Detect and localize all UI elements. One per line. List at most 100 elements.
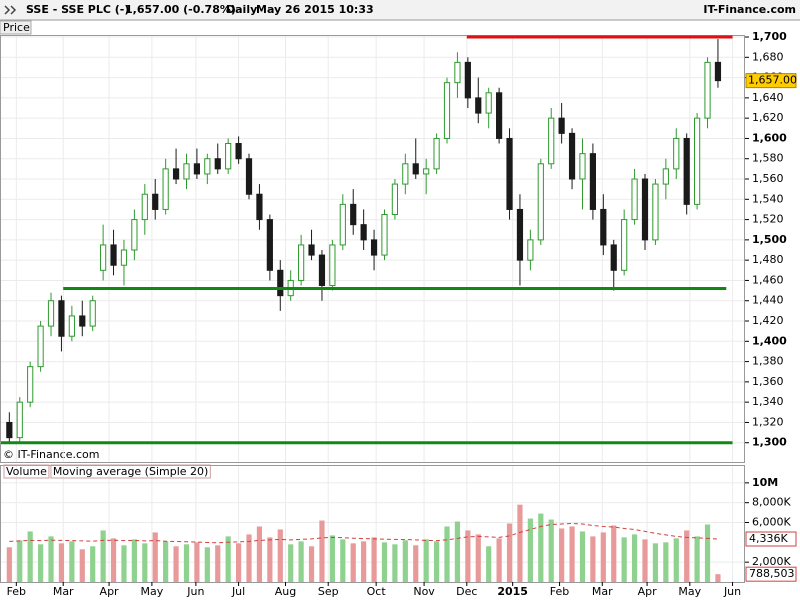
volume-bar <box>652 543 659 582</box>
volume-bar <box>288 544 294 582</box>
volume-bar <box>465 530 471 582</box>
legend-box <box>3 464 50 479</box>
candle-body <box>141 193 148 221</box>
volume-bar <box>69 541 75 582</box>
candle-body <box>683 137 690 205</box>
volume-bar <box>673 538 679 582</box>
tick-label: 1,380 <box>752 355 784 368</box>
volume-bar <box>486 546 492 582</box>
volume-bar <box>225 536 231 582</box>
volume-bar <box>79 549 85 582</box>
volume-bar <box>204 547 210 582</box>
tick-label: 1,440 <box>752 294 784 307</box>
volume-bar <box>611 525 617 582</box>
candle-body <box>600 208 607 246</box>
volume-bar <box>152 532 158 582</box>
volume-bar <box>17 540 23 582</box>
candle-body <box>214 158 221 170</box>
candle-body <box>162 168 169 210</box>
candle-body <box>245 158 253 195</box>
tick-label: Sep <box>318 585 339 598</box>
volume-bar <box>642 539 648 582</box>
volume-bar <box>37 544 44 582</box>
candle-body <box>79 315 86 327</box>
volume-bar <box>183 544 190 582</box>
volume-bar <box>527 518 533 582</box>
tick-label: Jun <box>723 585 741 598</box>
tick-label: Jul <box>231 585 245 598</box>
candle-body <box>16 401 23 439</box>
volume-bar <box>256 526 263 582</box>
candle-body <box>631 178 638 221</box>
tick-label: 1,300 <box>752 436 787 449</box>
candle-body <box>475 97 482 114</box>
volume-bar <box>246 534 252 582</box>
candle-body <box>537 163 544 241</box>
tick-label: 2015 <box>497 585 528 598</box>
candle-body <box>370 239 378 256</box>
volume-bar <box>392 544 398 582</box>
tick-label: 1,640 <box>752 91 784 104</box>
tick-label: Feb <box>7 585 26 598</box>
volume-bar <box>569 526 575 582</box>
candle-body <box>277 269 284 297</box>
candle-body <box>6 421 13 439</box>
candle-body <box>641 178 649 241</box>
candle-body <box>37 325 44 368</box>
candle-body <box>548 117 555 165</box>
volume-bar <box>131 539 137 582</box>
tick-label: 1,560 <box>752 172 784 185</box>
candle-body <box>402 163 409 185</box>
tick-label: 1,460 <box>752 273 784 286</box>
header: SSE - SSE PLC (-) 1,657.00 (-0.78%) Dail… <box>26 3 796 16</box>
volume-bar <box>496 538 502 582</box>
volume-bar <box>277 529 283 582</box>
tick-label: 6,000K <box>752 516 791 529</box>
candle-body <box>350 203 357 226</box>
tick-label: Feb <box>550 585 569 598</box>
candle-body <box>579 153 586 180</box>
volume-bar <box>517 504 523 582</box>
legend-box <box>50 464 211 479</box>
volume-bar <box>704 524 711 582</box>
candle-body <box>193 163 201 175</box>
tick-label: 1,620 <box>752 111 784 124</box>
candle-body <box>412 163 419 175</box>
volume-bar <box>6 547 12 582</box>
date: May 26 2015 10:33 <box>256 3 374 16</box>
tick-label: Apr <box>100 585 120 598</box>
tick-label: May <box>678 585 701 598</box>
candle-body <box>89 300 96 327</box>
candle-body <box>360 224 367 241</box>
tick-label: 1,540 <box>752 192 784 205</box>
last-price-box <box>745 73 797 89</box>
volume-bar <box>454 521 461 582</box>
candle-body <box>256 193 263 221</box>
volume-bar <box>548 519 554 582</box>
last-price-label: 1,657.00 <box>748 74 797 87</box>
tick-label: 1,360 <box>752 375 784 388</box>
volume-bar <box>413 545 419 582</box>
volume-bar <box>121 545 127 582</box>
volume-bar <box>475 534 481 582</box>
volume-bar <box>340 539 346 582</box>
tick-label: 1,580 <box>752 152 784 165</box>
candle-body <box>235 143 242 160</box>
volume-bar <box>298 541 304 582</box>
candle-body <box>391 183 399 216</box>
tick-label: Dec <box>456 585 477 598</box>
volume-bar <box>48 536 54 582</box>
menu-icon[interactable] <box>4 5 17 15</box>
candle-body <box>589 153 596 210</box>
candle-body <box>225 143 232 170</box>
candle-body <box>183 163 190 180</box>
candle-body <box>673 137 680 170</box>
volume-bar <box>559 528 565 582</box>
volume-bar <box>433 541 440 582</box>
price-pane <box>0 35 745 463</box>
tick-label: Mar <box>592 585 613 598</box>
candle-body <box>339 203 346 246</box>
candle-body <box>381 214 388 256</box>
legend-entry: Moving average (Simple 20) <box>53 465 208 478</box>
